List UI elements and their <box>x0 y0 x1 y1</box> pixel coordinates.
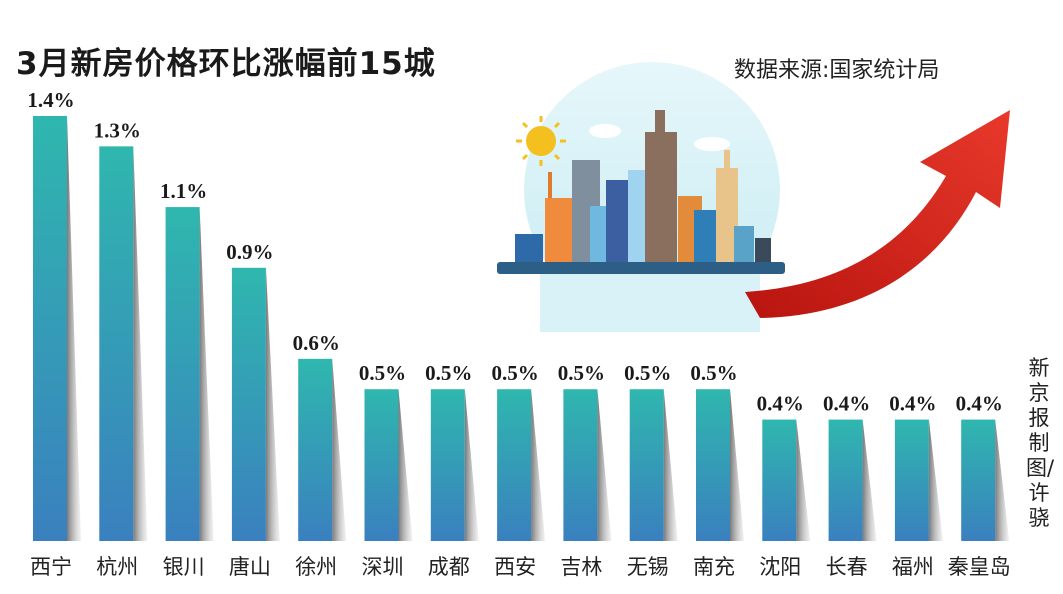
bar-shadow <box>199 207 214 542</box>
city-platform <box>497 262 785 274</box>
category-label: 唐山 <box>229 555 271 579</box>
bar <box>497 389 532 541</box>
value-label: 0.9% <box>226 240 273 264</box>
bar-shadow <box>332 358 347 541</box>
bar-shadow <box>133 146 148 541</box>
bar-shadows <box>67 116 1010 542</box>
category-label: 长春 <box>826 555 868 579</box>
bar <box>298 358 333 541</box>
value-label: 0.4% <box>956 392 1003 416</box>
bar <box>894 419 929 541</box>
bar-shadow <box>67 116 81 541</box>
category-label: 徐州 <box>295 555 337 579</box>
chart-title: 3月新房价格环比涨幅前15城 <box>16 46 436 82</box>
bar-shadow <box>265 267 280 541</box>
skyline-reflection <box>540 272 760 332</box>
rising-arrow-icon <box>745 110 1010 318</box>
bar-shadow <box>995 419 1010 541</box>
value-label: 0.4% <box>823 392 870 416</box>
bars <box>33 116 996 542</box>
bar <box>33 116 67 541</box>
graphic-credit: 新京报制图/许骁 <box>1026 356 1055 530</box>
category-label: 西宁 <box>30 555 72 579</box>
value-label: 1.4% <box>27 88 74 112</box>
bar <box>165 207 200 542</box>
category-labels: 西宁 杭州 银川 唐山 徐州 深圳 成都 西安 吉林 无锡 南充 沈阳 长春 福州 秦皇岛 <box>30 555 1011 579</box>
value-labels: 1.4% 1.3% 1.1% 0.9% 0.6% 0.5% 0.5% 0.5% 0.5% 0.5%… <box>27 88 1002 416</box>
bar-shadow <box>398 389 413 541</box>
bar-shadow <box>464 389 479 541</box>
category-label: 无锡 <box>627 555 669 579</box>
category-label: 西安 <box>494 555 536 579</box>
value-label: 0.4% <box>889 392 936 416</box>
cloud-icon <box>694 137 730 151</box>
bar <box>231 267 266 541</box>
bar <box>430 389 465 541</box>
bar-shadow <box>597 389 612 541</box>
category-label: 成都 <box>428 555 470 579</box>
category-label: 杭州 <box>96 555 138 579</box>
buildings <box>515 110 771 264</box>
value-label: 0.5% <box>624 361 671 385</box>
bar-shadow <box>862 419 877 541</box>
sun-icon <box>516 116 566 166</box>
category-label: 南充 <box>693 555 735 579</box>
value-label: 0.4% <box>757 392 804 416</box>
value-label: 0.5% <box>690 361 737 385</box>
category-label: 秦皇岛 <box>948 555 1011 579</box>
bar <box>563 389 598 541</box>
bar <box>828 419 863 541</box>
bar-shadow <box>663 389 678 541</box>
category-label: 银川 <box>163 555 205 579</box>
cloud-icon <box>589 124 621 138</box>
bar <box>629 389 664 541</box>
value-label: 0.5% <box>425 361 472 385</box>
bar-shadow <box>730 389 744 541</box>
value-label: 1.3% <box>94 118 141 142</box>
bar <box>762 419 797 541</box>
bar <box>364 389 399 541</box>
value-label: 0.5% <box>491 361 538 385</box>
value-label: 0.5% <box>558 361 605 385</box>
value-label: 0.6% <box>293 331 340 355</box>
bar-shadow <box>928 419 943 541</box>
category-label: 福州 <box>892 555 934 579</box>
bar <box>696 389 730 541</box>
data-source-note: 数据来源:国家统计局 <box>734 58 940 83</box>
bar <box>99 146 134 541</box>
category-label: 沈阳 <box>759 555 801 579</box>
category-label: 吉林 <box>560 555 602 579</box>
bar <box>961 419 996 541</box>
value-label: 0.5% <box>359 361 406 385</box>
category-label: 深圳 <box>362 555 404 579</box>
value-label: 1.1% <box>160 179 207 203</box>
bar-shadow <box>531 389 546 541</box>
bar-shadow <box>796 419 811 541</box>
city-skyline-with-rising-arrow-icon <box>497 62 1010 332</box>
